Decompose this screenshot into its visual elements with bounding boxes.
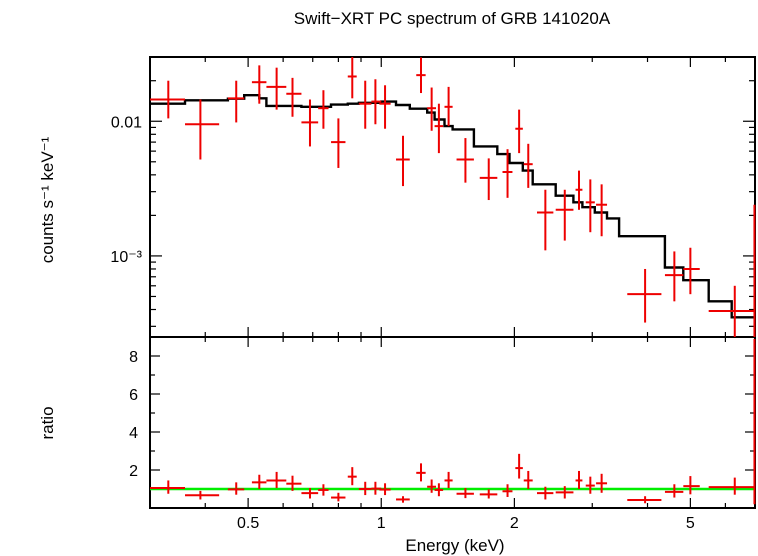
y-tick-label: 4 <box>129 425 138 442</box>
model-step-line <box>150 94 755 319</box>
y-axis-label-ratio: ratio <box>38 406 57 439</box>
chart-marks <box>149 56 756 508</box>
x-tick-label: 2 <box>510 515 519 532</box>
x-tick-label: 0.5 <box>237 515 259 532</box>
x-axis-label: Energy (keV) <box>405 536 504 555</box>
y-tick-label: 8 <box>129 349 138 366</box>
y-tick-label: 10⁻³ <box>110 249 142 266</box>
y-tick-label: 2 <box>129 463 138 480</box>
x-tick-label: 5 <box>686 515 695 532</box>
x-tick-label: 1 <box>377 515 386 532</box>
y-tick-label: 0.01 <box>111 114 142 131</box>
chart-title: Swift−XRT PC spectrum of GRB 141020A <box>294 9 611 28</box>
y-tick-label: 6 <box>129 387 138 404</box>
ratio-frame <box>149 336 756 509</box>
y-axis-label-spectrum: counts s⁻¹ keV⁻¹ <box>38 136 57 263</box>
ratio-panel: 0.5 1 2 5 2 4 6 8 <box>129 336 756 532</box>
